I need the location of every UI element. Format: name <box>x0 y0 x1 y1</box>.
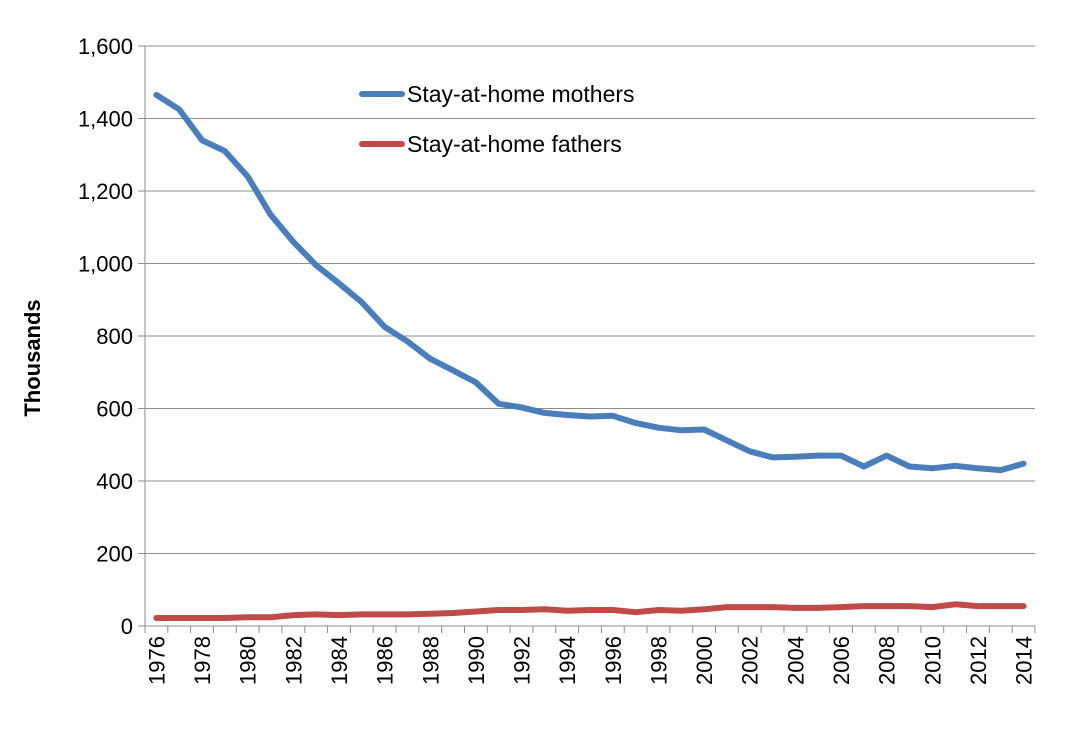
gridlines <box>145 45 1035 554</box>
legend: Stay-at-home mothers Stay-at-home fathers <box>359 81 635 157</box>
x-tick-label: 1992 <box>510 636 535 685</box>
legend-label: Stay-at-home fathers <box>407 131 622 157</box>
y-axis-title: Thousands <box>20 299 45 416</box>
y-tick-label: 200 <box>96 542 133 567</box>
x-tick-label: 1982 <box>281 636 306 685</box>
x-tick-label: 1998 <box>646 636 671 685</box>
x-tick-label: 1978 <box>190 636 215 685</box>
x-tick-label: 1980 <box>236 636 261 685</box>
legend-label: Stay-at-home mothers <box>407 81 635 107</box>
x-tick-label: 2006 <box>829 636 854 685</box>
x-tick-label: 1986 <box>373 636 398 685</box>
x-tick-label: 1988 <box>418 636 443 685</box>
x-tick-label: 2004 <box>783 636 808 685</box>
y-tick-label: 1,400 <box>78 107 133 132</box>
series-lines <box>153 91 1027 621</box>
x-tick-label: 1984 <box>327 636 352 685</box>
y-tick-label: 600 <box>96 397 133 422</box>
x-tick-label: 1996 <box>601 636 626 685</box>
x-tick-label: 1994 <box>555 636 580 685</box>
x-tick-label: 2014 <box>1012 636 1037 685</box>
y-tick-label: 800 <box>96 324 133 349</box>
y-tick-label: 400 <box>96 469 133 494</box>
x-tick-label: 2012 <box>966 636 991 685</box>
series-line-fathers <box>153 601 1027 621</box>
x-tick-label: 2000 <box>692 636 717 685</box>
x-axis-ticks: 1976 1978 1980 1982 1984 1986 1988 1990 1992 1994… <box>144 626 1037 685</box>
x-tick-label: 1990 <box>464 636 489 685</box>
x-tick-label: 2010 <box>920 636 945 685</box>
x-tick-label: 2002 <box>738 636 763 685</box>
x-tick-label: 2008 <box>875 636 900 685</box>
series-line-mothers <box>153 91 1027 474</box>
y-tick-label: 1,600 <box>78 34 133 59</box>
y-axis-ticks: 0 200 400 600 800 1,000 1,200 1,400 1,600 <box>78 34 145 639</box>
x-tick-label: 1976 <box>144 636 169 685</box>
y-tick-label: 1,200 <box>78 179 133 204</box>
y-tick-label: 1,000 <box>78 252 133 277</box>
y-tick-label: 0 <box>121 614 133 639</box>
